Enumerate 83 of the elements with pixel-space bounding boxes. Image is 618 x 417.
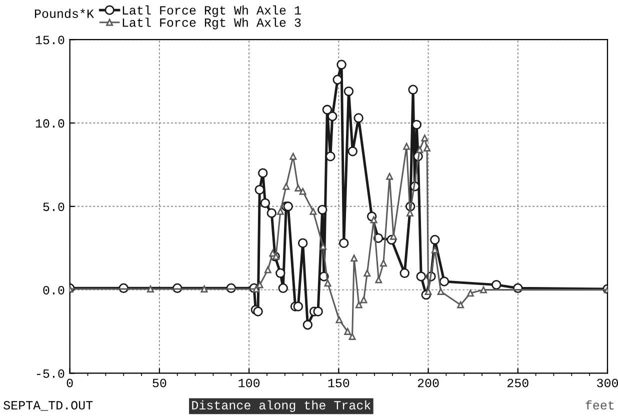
x-tick-label: 150 <box>328 378 350 388</box>
point <box>254 184 264 195</box>
point <box>147 286 154 292</box>
point <box>294 184 302 192</box>
legend-label: Latl Force Rgt Wh Axle 3 <box>122 18 301 30</box>
point <box>293 302 304 312</box>
point <box>252 286 260 292</box>
point <box>416 272 426 282</box>
point <box>406 210 414 217</box>
point <box>276 208 284 215</box>
x-tick-label: 300 <box>597 378 618 388</box>
point <box>278 283 288 294</box>
point <box>299 188 306 195</box>
point <box>370 216 378 224</box>
point <box>354 113 364 123</box>
point <box>266 208 276 218</box>
point <box>256 281 264 288</box>
point <box>439 276 450 286</box>
point <box>375 276 382 284</box>
y-tick-label: 5.0 <box>43 202 64 212</box>
point <box>276 268 286 278</box>
y-tick-label: 0.0 <box>43 286 64 294</box>
text: feet <box>586 400 614 410</box>
point <box>380 260 387 267</box>
point <box>355 301 362 308</box>
point <box>339 238 349 248</box>
x-tick-label: 100 <box>238 378 260 388</box>
point <box>264 266 272 274</box>
point <box>258 168 268 178</box>
point <box>431 246 438 254</box>
x-tick-label: 200 <box>418 378 439 388</box>
x-tick-label: 0 <box>66 378 73 388</box>
point <box>310 208 317 215</box>
point <box>260 198 270 208</box>
point <box>328 111 338 122</box>
point <box>386 172 394 180</box>
point <box>403 142 410 150</box>
legend-label: Latl Force Rgt Wh Axle 1 <box>122 5 301 18</box>
point <box>412 120 422 130</box>
y-axis-title: Pounds*K <box>34 8 94 18</box>
point <box>324 280 332 287</box>
point <box>290 152 297 160</box>
point <box>480 286 487 294</box>
point <box>416 146 424 154</box>
point <box>269 250 276 257</box>
point <box>364 270 371 277</box>
point <box>348 146 358 156</box>
point <box>336 60 346 70</box>
point <box>348 333 356 340</box>
point <box>326 152 336 162</box>
point <box>492 280 502 290</box>
point <box>282 182 290 190</box>
point <box>322 104 332 115</box>
point <box>344 328 352 335</box>
x-tick-label: 250 <box>508 378 528 388</box>
point <box>466 290 474 297</box>
x-tick-label: 50 <box>152 378 166 388</box>
point <box>457 301 464 308</box>
point <box>253 306 263 316</box>
text: SEPTA_TD.OUT <box>4 401 93 411</box>
point <box>424 144 430 152</box>
point <box>424 288 432 295</box>
point <box>437 288 444 295</box>
point <box>360 296 368 304</box>
point <box>344 86 354 96</box>
point <box>320 242 327 250</box>
point <box>336 316 343 324</box>
x-axis-title: Distance along the Track <box>192 400 371 412</box>
point <box>421 134 428 142</box>
y-tick-label: 10.0 <box>36 119 64 128</box>
point <box>408 84 418 95</box>
point <box>313 306 323 316</box>
point <box>430 234 440 245</box>
point <box>332 74 342 85</box>
point <box>302 320 313 330</box>
y-tick-label: -5.0 <box>37 369 64 378</box>
point <box>390 232 397 240</box>
point <box>317 204 328 215</box>
point <box>400 268 410 278</box>
point <box>200 286 208 292</box>
point <box>350 254 358 262</box>
point <box>298 238 308 248</box>
y-tick-label: 15.0 <box>36 36 64 44</box>
